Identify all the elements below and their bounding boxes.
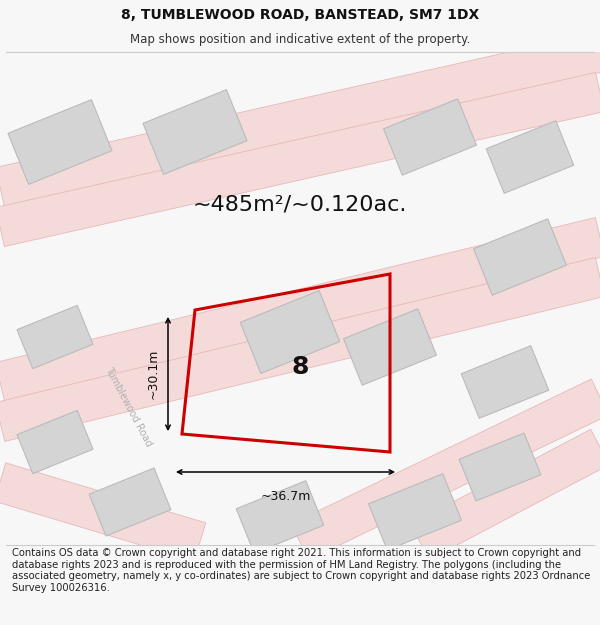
Polygon shape [0,217,600,401]
Polygon shape [486,121,574,193]
Text: ~36.7m: ~36.7m [260,490,311,503]
Polygon shape [0,32,600,206]
Polygon shape [459,433,541,501]
Polygon shape [410,429,600,560]
Text: ~485m²/~0.120ac.: ~485m²/~0.120ac. [193,194,407,214]
Polygon shape [17,411,93,474]
Text: 8: 8 [292,355,308,379]
Polygon shape [291,379,600,560]
Text: Contains OS data © Crown copyright and database right 2021. This information is : Contains OS data © Crown copyright and d… [12,548,590,593]
Polygon shape [461,346,549,418]
Polygon shape [0,258,600,441]
Polygon shape [344,309,436,385]
Polygon shape [143,89,247,174]
Text: Tumblewood Road: Tumblewood Road [103,366,153,449]
Polygon shape [89,468,171,536]
Polygon shape [0,463,206,561]
Polygon shape [236,481,324,553]
Text: Map shows position and indicative extent of the property.: Map shows position and indicative extent… [130,32,470,46]
Polygon shape [368,474,461,550]
Text: ~30.1m: ~30.1m [147,349,160,399]
Polygon shape [240,291,340,373]
Polygon shape [17,306,93,369]
Text: 8, TUMBLEWOOD ROAD, BANSTEAD, SM7 1DX: 8, TUMBLEWOOD ROAD, BANSTEAD, SM7 1DX [121,8,479,21]
Polygon shape [473,219,566,295]
Polygon shape [383,99,476,175]
Polygon shape [8,99,112,184]
Polygon shape [0,72,600,246]
